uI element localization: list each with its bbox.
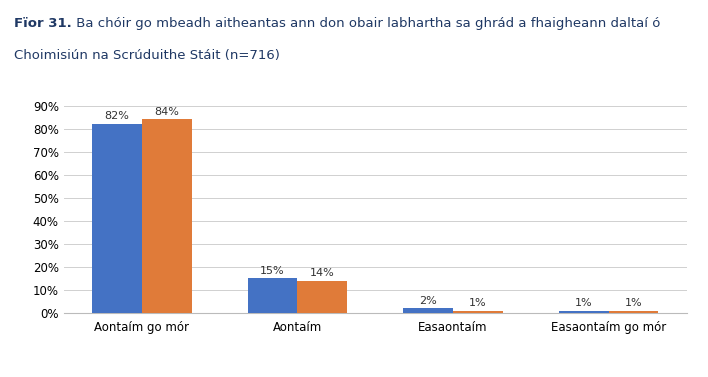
Bar [297, 280, 347, 313]
Text: Fïor 31.: Fïor 31. [14, 17, 72, 30]
Text: 2%: 2% [419, 296, 437, 305]
Bar [404, 308, 453, 313]
Text: 82%: 82% [105, 111, 130, 121]
Bar [453, 311, 503, 313]
Text: 84%: 84% [154, 107, 179, 116]
Bar [609, 311, 658, 313]
Bar [248, 278, 297, 313]
Bar [142, 120, 192, 313]
Text: 1%: 1% [469, 298, 487, 308]
Bar [92, 124, 142, 313]
Text: 15%: 15% [261, 265, 285, 276]
Text: Choimisiún na Scrúduithe Stáit (n=716): Choimisiún na Scrúduithe Stáit (n=716) [14, 49, 280, 62]
Text: Ba chóir go mbeadh aitheantas ann don obair labhartha sa ghrád a fhaigheann dalt: Ba chóir go mbeadh aitheantas ann don ob… [72, 17, 661, 30]
Text: 14%: 14% [310, 268, 335, 278]
Text: 1%: 1% [575, 298, 593, 308]
Text: 1%: 1% [624, 298, 642, 308]
Bar [559, 311, 609, 313]
